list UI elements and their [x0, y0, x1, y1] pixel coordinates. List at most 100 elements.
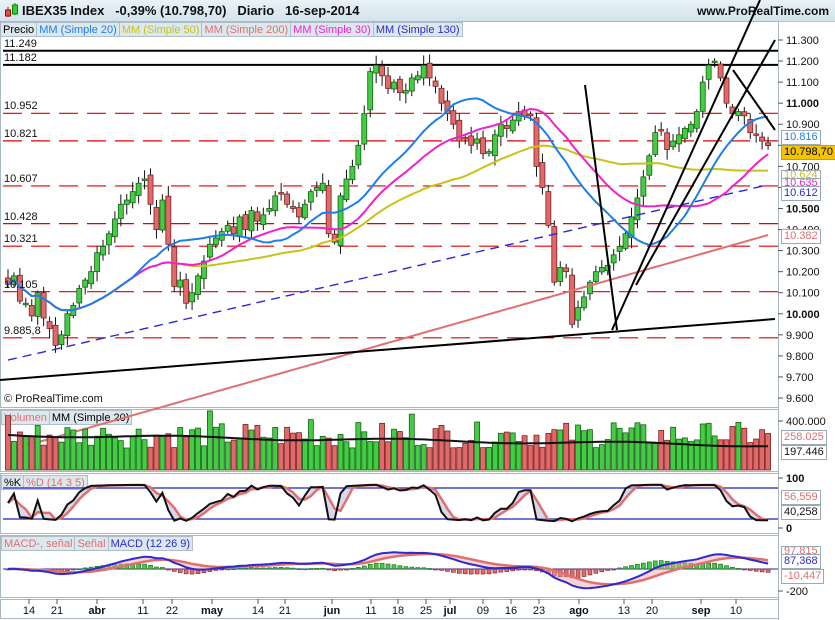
bear-candle: [753, 133, 760, 136]
bull-candle: [123, 199, 130, 205]
macd_legend-legend-item[interactable]: MACD (12 26 9): [107, 536, 194, 551]
macd-hist-value-box: -10,447: [781, 569, 825, 584]
volume-bar: [147, 446, 154, 471]
volume-bar: [753, 438, 760, 471]
macd-histogram-bar: [623, 566, 628, 570]
volume-bar: [533, 434, 540, 471]
bull-candle: [575, 307, 581, 321]
macd_legend-legend-item[interactable]: MACD-, señal: [1, 536, 76, 551]
site-link[interactable]: www.ProRealTime.com: [696, 4, 829, 18]
macd-histogram-bar: [284, 567, 290, 570]
x-tick-label: sep: [692, 605, 711, 617]
macd-histogram-bar: [302, 568, 308, 571]
bull-candle: [640, 176, 647, 197]
macd-histogram-bar: [456, 568, 462, 574]
volume-bar: [402, 437, 409, 471]
trend-line: [732, 69, 776, 131]
volume-bar: [135, 428, 142, 471]
price-tick-label: 11.100: [786, 77, 819, 89]
ma130-line: [7, 184, 769, 361]
macd-histogram-bar: [367, 563, 373, 570]
volume-bar: [46, 434, 53, 471]
price_legend-legend-item[interactable]: MM (Simple 30): [290, 22, 374, 37]
macd-histogram-bar: [177, 568, 183, 573]
macd-histogram-bar: [261, 567, 266, 570]
volume-bar: [361, 431, 368, 471]
volume-ma-line: [7, 434, 769, 448]
bull-candle: [373, 64, 380, 74]
volume-bar: [379, 422, 385, 471]
stoch-tick-label: 0: [786, 523, 792, 535]
bull-candle: [34, 292, 41, 317]
volume-bar: [474, 421, 481, 471]
volume-bar: [141, 439, 148, 471]
level-label: 10.821: [4, 127, 38, 140]
volume-bar: [28, 435, 35, 471]
stoch_legend-legend-item[interactable]: %D (14 3 5): [23, 475, 88, 490]
level-label: 10.607: [4, 172, 38, 185]
volume-bar: [177, 427, 184, 471]
bull-candle: [699, 81, 706, 112]
bear-candle: [165, 195, 172, 245]
bull-candle: [652, 132, 659, 155]
bull-candle: [622, 233, 629, 249]
bear-candle: [40, 292, 47, 319]
macd-histogram-bar: [587, 568, 593, 576]
bull-candle: [100, 245, 106, 256]
bull-candle: [266, 208, 273, 212]
stoch_legend-legend-item[interactable]: %K: [1, 475, 25, 490]
macd-histogram-bar: [575, 568, 581, 578]
bear-candle: [46, 321, 53, 329]
stoch-k-value-box: 40,258: [781, 505, 821, 520]
x-tick-label: 23: [533, 605, 545, 617]
volume-bar: [444, 430, 451, 471]
volume_legend-legend-item[interactable]: Volumen: [1, 410, 50, 425]
macd-histogram-bar: [599, 568, 605, 573]
macd-histogram-bar: [326, 568, 331, 571]
bull-candle: [414, 75, 421, 81]
bull-candle: [682, 128, 688, 140]
price-tick-label: 9.700: [786, 372, 814, 384]
price_legend-legend-item[interactable]: MM (Simple 200): [201, 22, 292, 37]
volume-bar: [272, 427, 279, 471]
macd-histogram-bar: [76, 568, 82, 571]
bear-candle: [153, 207, 160, 230]
volume-bar: [705, 422, 712, 471]
price-tick-label: 11.200: [786, 56, 819, 68]
stoch-d-value-box: 56,559: [781, 490, 821, 505]
macd-line: [7, 551, 769, 590]
volume-bar: [557, 429, 564, 471]
volume-bar: [521, 435, 528, 471]
x-tick-label: 16: [505, 605, 517, 617]
volume-bar: [438, 425, 445, 471]
bull-candle: [592, 271, 599, 282]
volume-bar: [331, 445, 338, 471]
bear-candle: [664, 132, 671, 150]
macd-histogram-bar: [142, 563, 147, 570]
bear-candle: [254, 211, 261, 222]
macd-histogram-bar: [617, 567, 622, 570]
macd-histogram-bar: [320, 567, 326, 570]
volume-bar: [236, 437, 243, 471]
macd-histogram-bar: [753, 568, 759, 572]
bear-candle: [539, 162, 546, 188]
macd-histogram-bar: [736, 568, 741, 570]
bull-candle: [628, 216, 635, 239]
macd-histogram-bar: [278, 567, 284, 570]
volume-bar: [319, 435, 326, 471]
price-tick-label: 10.500: [786, 203, 820, 215]
bull-candle: [22, 302, 29, 306]
level-label: 9.885,8: [4, 324, 41, 337]
bull-candle: [201, 260, 207, 280]
bull-candle: [248, 210, 255, 232]
price_legend-legend-item[interactable]: MM (Simple 130): [372, 22, 463, 37]
volume-bar: [230, 439, 237, 471]
bull-candle: [236, 216, 243, 238]
bull-candle: [64, 313, 71, 336]
bull-candle: [361, 113, 368, 145]
volume-bar: [171, 447, 178, 471]
bear-candle: [765, 142, 771, 146]
volume-bar: [195, 427, 201, 471]
price_legend-legend-item[interactable]: MM (Simple 20): [36, 22, 120, 37]
